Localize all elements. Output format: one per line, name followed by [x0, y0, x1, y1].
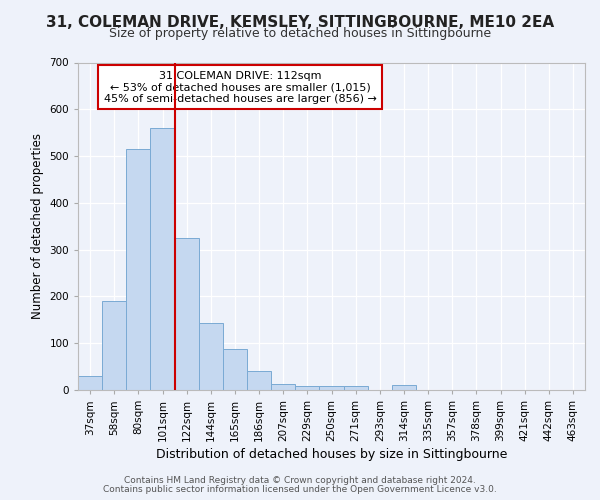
- Text: Size of property relative to detached houses in Sittingbourne: Size of property relative to detached ho…: [109, 28, 491, 40]
- Bar: [344, 386, 368, 390]
- Text: Contains HM Land Registry data © Crown copyright and database right 2024.: Contains HM Land Registry data © Crown c…: [124, 476, 476, 485]
- Bar: [271, 384, 295, 390]
- Bar: [223, 349, 247, 390]
- Bar: [247, 372, 271, 390]
- Text: Contains public sector information licensed under the Open Government Licence v3: Contains public sector information licen…: [103, 485, 497, 494]
- Bar: [392, 386, 416, 390]
- Text: 31, COLEMAN DRIVE, KEMSLEY, SITTINGBOURNE, ME10 2EA: 31, COLEMAN DRIVE, KEMSLEY, SITTINGBOURN…: [46, 15, 554, 30]
- X-axis label: Distribution of detached houses by size in Sittingbourne: Distribution of detached houses by size …: [156, 448, 507, 461]
- Bar: [295, 386, 319, 390]
- Bar: [78, 376, 102, 390]
- Bar: [151, 128, 175, 390]
- Bar: [126, 149, 151, 390]
- Bar: [319, 386, 344, 390]
- Bar: [175, 238, 199, 390]
- Y-axis label: Number of detached properties: Number of detached properties: [31, 133, 44, 320]
- Bar: [199, 323, 223, 390]
- Text: 31 COLEMAN DRIVE: 112sqm
← 53% of detached houses are smaller (1,015)
45% of sem: 31 COLEMAN DRIVE: 112sqm ← 53% of detach…: [104, 70, 377, 104]
- Bar: [102, 301, 126, 390]
